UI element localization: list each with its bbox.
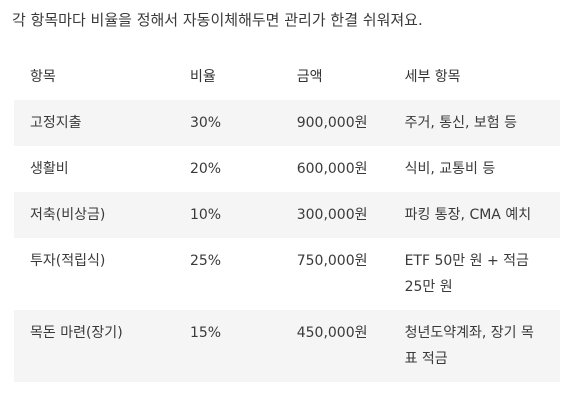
- budget-table: 항목 비율 금액 세부 항목 고정지출 30% 900,000원 주거, 통신,…: [14, 54, 560, 382]
- header-amount: 금액: [296, 54, 405, 100]
- table-row: 목돈 마련(장기) 15% 450,000원 청년도약계좌, 장기 목표 적금: [14, 310, 560, 382]
- cell-item: 투자(적립식): [30, 253, 106, 269]
- table-header-row: 항목 비율 금액 세부 항목: [14, 54, 560, 100]
- cell-item: 생활비: [30, 161, 69, 177]
- cell-detail: 청년도약계좌, 장기 목표 적금: [404, 310, 560, 382]
- header-item: 항목: [14, 54, 190, 100]
- cell-detail: 주거, 통신, 보험 등: [404, 100, 560, 146]
- cell-amount: 600,000원: [296, 161, 368, 177]
- cell-ratio: 25%: [189, 253, 222, 269]
- table-row: 고정지출 30% 900,000원 주거, 통신, 보험 등: [14, 100, 560, 146]
- cell-ratio: 15%: [189, 310, 297, 382]
- cell-amount: 900,000원: [296, 100, 405, 146]
- header-ratio: 비율: [189, 54, 297, 100]
- cell-ratio: 30%: [189, 100, 297, 146]
- cell-ratio: 10%: [189, 192, 297, 238]
- cell-item: 고정지출: [14, 100, 190, 146]
- table-row: 투자(적립식) 25% 750,000원 ETF 50만 원 + 적금 25만 …: [14, 238, 560, 310]
- cell-item: 저축(비상금): [14, 192, 190, 238]
- table-row: 생활비 20% 600,000원 식비, 교통비 등: [14, 146, 560, 192]
- cell-amount: 450,000원: [296, 310, 405, 382]
- cell-detail: 파킹 통장, CMA 예치: [404, 192, 560, 238]
- cell-detail: 식비, 교통비 등: [404, 161, 496, 177]
- intro-text: 각 항목마다 비율을 정해서 자동이체해두면 관리가 한결 쉬워져요.: [12, 11, 423, 29]
- cell-amount: 750,000원: [296, 253, 368, 269]
- table-row: 저축(비상금) 10% 300,000원 파킹 통장, CMA 예치: [14, 192, 560, 238]
- cell-ratio: 20%: [189, 161, 222, 177]
- header-detail: 세부 항목: [404, 54, 560, 100]
- cell-item: 목돈 마련(장기): [14, 310, 190, 382]
- cell-amount: 300,000원: [296, 192, 405, 238]
- cell-detail: ETF 50만 원 + 적금 25만 원: [404, 253, 529, 295]
